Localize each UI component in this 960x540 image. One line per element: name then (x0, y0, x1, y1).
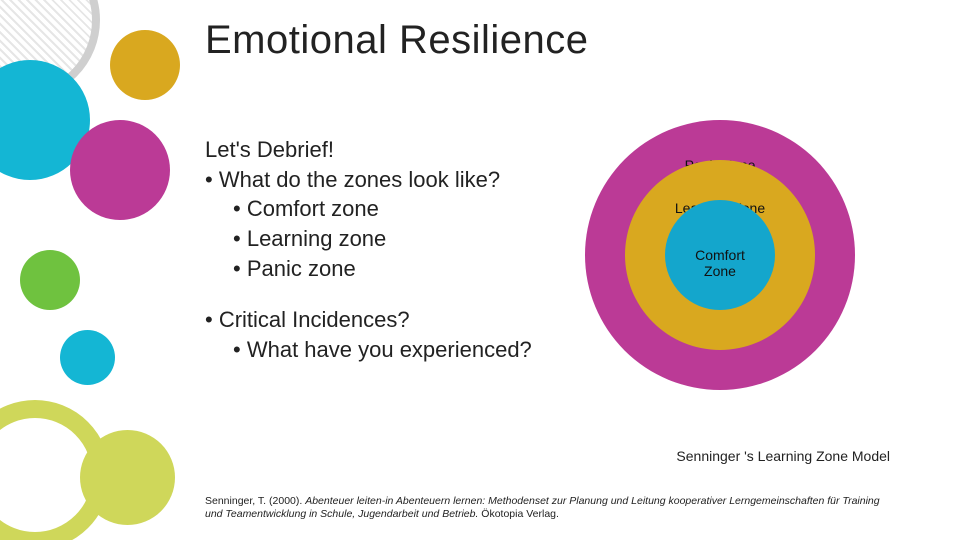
decoration-circle (60, 330, 115, 385)
decoration-circle (80, 430, 175, 525)
bullet-learning: Learning zone (233, 224, 500, 254)
slide: Emotional Resilience Let's Debrief! What… (0, 0, 960, 540)
bullet-critical: Critical Incidences? (205, 305, 532, 335)
page-title: Emotional Resilience (205, 18, 589, 63)
citation: Senninger, T. (2000). Abenteuer leiten-i… (205, 495, 900, 521)
debrief-heading: Let's Debrief! (205, 135, 500, 165)
decoration-circle (20, 250, 80, 310)
decoration-circle (70, 120, 170, 220)
bullet-zones-question: What do the zones look like? (205, 165, 500, 195)
critical-block: Critical Incidences? What have you exper… (205, 305, 532, 364)
zone-label-comfort: ComfortZone (660, 247, 780, 279)
model-caption: Senninger 's Learning Zone Model (676, 448, 890, 464)
bullet-experienced: What have you experienced? (233, 335, 532, 365)
decoration-circle (110, 30, 180, 100)
bullet-comfort: Comfort zone (233, 194, 500, 224)
debrief-block: Let's Debrief! What do the zones look li… (205, 135, 500, 283)
citation-author: Senninger, T. (2000). (205, 495, 305, 507)
bullet-panic: Panic zone (233, 254, 500, 284)
citation-publisher: Ökotopia Verlag. (478, 508, 559, 520)
